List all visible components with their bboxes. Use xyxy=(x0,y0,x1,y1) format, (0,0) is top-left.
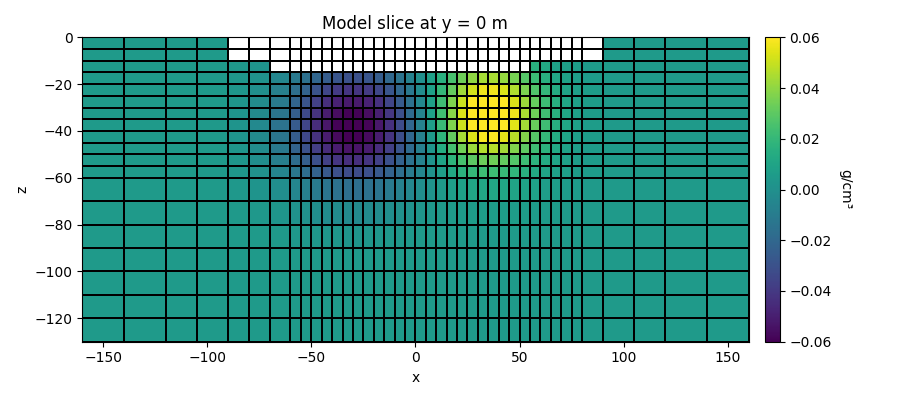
Title: Model slice at y = 0 m: Model slice at y = 0 m xyxy=(322,15,508,33)
Y-axis label: z: z xyxy=(15,186,29,193)
X-axis label: x: x xyxy=(411,371,419,385)
Y-axis label: g/cm³: g/cm³ xyxy=(839,170,852,210)
